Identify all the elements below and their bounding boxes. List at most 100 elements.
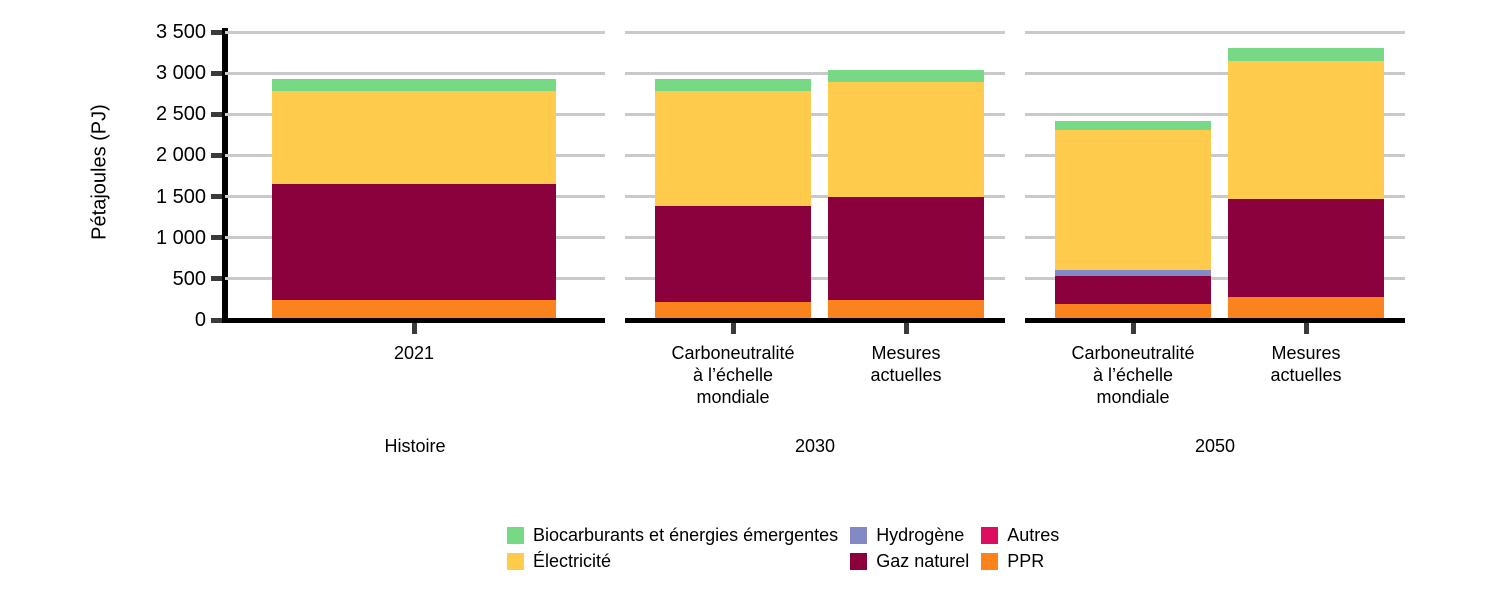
bar-segment-ppr [272,300,556,320]
gridline [625,71,1005,75]
y-axis-tick [211,317,222,323]
legend-label: Biocarburants et énergies émergentes [533,525,839,545]
y-axis-tick-label: 2 000 [155,144,206,167]
bar-segment-electricite [828,82,984,198]
y-axis-tick-label: 2 500 [155,103,206,126]
bar-label-line: mondiale [696,387,770,407]
bar-segment-gaz-naturel [272,184,556,301]
legend-label: Hydrogène [876,525,965,545]
bar-segment-ppr [828,300,984,320]
y-axis-tick [211,194,222,200]
panel-label: Histoire [384,436,446,456]
gridline [625,153,1005,157]
x-axis-tick [730,323,736,334]
x-axis-tick [411,323,417,334]
bar-segment-electricite [655,91,811,206]
legend-label: PPR [1007,551,1045,571]
legend-swatch-gaz-naturel [850,553,868,570]
bar-label-line: Carboneutralité [671,343,795,363]
bar-segment-ppr [1228,296,1384,320]
y-axis-tick [211,111,222,117]
legend-item-electricite: Électricité [507,549,838,574]
bar-label: Mesures actuelles [1196,342,1416,386]
gridline [1025,112,1405,116]
legend-swatch-biocarburants [507,527,524,544]
gridline [1025,195,1405,199]
y-axis-tick [211,29,222,35]
legend-swatch-ppr [981,553,999,570]
bar-label-line: Mesures [871,343,941,363]
legend-swatch-hydrogene [850,527,868,544]
bar-label: Mesures actuelles [796,342,1016,386]
bar-segment-ppr [655,301,811,320]
bar-label-line: actuelles [1270,365,1342,385]
x-axis-tick [1303,323,1309,334]
x-axis-line [1025,318,1405,323]
gridline [1025,153,1405,157]
legend-label: Gaz naturel [876,551,970,571]
bar-label-line: à l’échelle [1092,365,1174,385]
legend-swatch-autres [981,527,999,544]
y-axis-tick-label: 0 [194,309,206,331]
y-axis-tick [211,276,222,282]
bar-segment-biocarburants [1228,48,1384,61]
bar-label: Carboneutralité à l’échelle mondiale [1023,342,1243,408]
bar-segment-hydrogene [1055,269,1211,276]
panel-label: 2030 [794,436,836,456]
bar-segment-gaz-naturel [1228,199,1384,297]
bar-label: 2021 [304,342,524,364]
bar-label-line: 2021 [393,343,435,363]
x-axis-tick [903,323,909,334]
gridline [1025,71,1405,75]
bar-segment-gaz-naturel [828,197,984,301]
y-axis-line [222,28,228,323]
gridline [1025,30,1405,34]
bar-segment-biocarburants [1055,120,1211,130]
legend-item-biocarburants: Biocarburants et énergies émergentes [507,523,838,548]
gridline [625,195,1005,199]
bar-label-line: à l’échelle [692,365,774,385]
gridline [1025,277,1405,281]
bar-segment-biocarburants [828,69,984,83]
y-axis-tick-label: 3 500 [155,21,206,43]
legend-label: Autres [1007,525,1060,545]
bar-segment-biocarburants [655,78,811,92]
gridline [225,30,605,34]
legend-item-autres: Autres [981,523,1059,548]
legend-swatch-electricite [507,553,524,570]
legend-label: Électricité [533,551,612,571]
legend-item-gaz-naturel: Gaz naturel [850,549,969,574]
bar-segment-electricite [1228,60,1384,200]
bar-segment-gaz-naturel [1055,275,1211,304]
gridline [225,71,605,75]
bar-label-line: Carboneutralité [1071,343,1195,363]
bar-label: Carboneutralité à l’échelle mondiale [623,342,843,408]
bar-label-line: Mesures [1271,343,1341,363]
gridline [625,30,1005,34]
bar-segment-ppr [1055,303,1211,320]
bar-segment-biocarburants [272,78,556,92]
legend-item-hydrogene: Hydrogène [850,523,969,548]
panel-label: 2050 [1194,436,1236,456]
y-axis-tick-label: 3 000 [155,62,206,85]
y-axis-tick [211,70,222,76]
gridline [625,236,1005,240]
y-axis-tick-label: 1 000 [155,226,206,249]
legend-item-ppr: PPR [981,549,1059,574]
gridline [625,277,1005,281]
y-axis-tick-label: 1 500 [155,185,206,208]
bar-segment-electricite [272,91,556,185]
gridline [1025,236,1405,240]
x-axis-line [225,318,605,323]
x-axis-line [625,318,1005,323]
chart-legend: Biocarburants et énergies émergentes Hydr… [507,523,1059,574]
y-axis-tick [211,235,222,241]
y-axis-tick [211,152,222,158]
gridline [625,112,1005,116]
x-axis-tick [1130,323,1136,334]
bar-segment-electricite [1055,129,1211,270]
y-axis-tick-label: 500 [172,267,206,290]
bar-label-line: actuelles [870,365,942,385]
